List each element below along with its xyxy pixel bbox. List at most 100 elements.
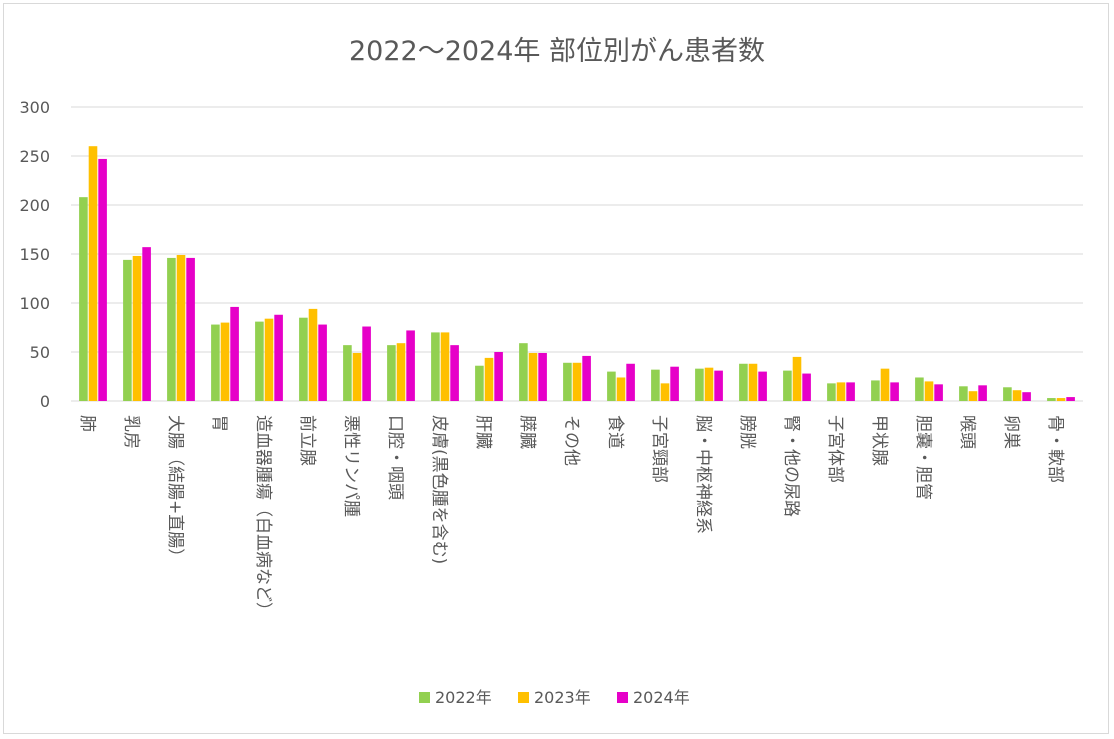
x-tick-label: 卵巣 bbox=[1001, 415, 1021, 449]
x-tick-label: 口腔・咽頭 bbox=[385, 415, 405, 500]
bar bbox=[186, 257, 195, 401]
bar bbox=[880, 368, 890, 401]
x-tick-label: 造血器腫瘍（白血病など） bbox=[253, 415, 273, 619]
bar bbox=[123, 259, 132, 401]
bar bbox=[695, 368, 704, 401]
x-tick-label: 骨・軟部 bbox=[1045, 415, 1065, 483]
bar bbox=[836, 382, 846, 401]
y-tick-label: 0 bbox=[40, 392, 50, 411]
bar bbox=[396, 343, 406, 401]
x-tick-label: 食道 bbox=[605, 415, 625, 449]
bar bbox=[572, 362, 582, 401]
bar bbox=[142, 247, 151, 401]
bar bbox=[220, 322, 230, 401]
bar bbox=[978, 385, 987, 401]
bar bbox=[783, 370, 792, 401]
bar bbox=[739, 363, 748, 401]
bar bbox=[616, 377, 626, 401]
x-tick-label: 乳房 bbox=[121, 415, 141, 449]
legend: 2022年 2023年 2024年 bbox=[419, 688, 690, 707]
x-tick-label: その他 bbox=[561, 415, 581, 466]
bar bbox=[88, 146, 98, 401]
legend-swatch bbox=[617, 692, 628, 703]
bar bbox=[959, 386, 968, 401]
gridlines bbox=[71, 106, 1083, 402]
bar bbox=[1022, 392, 1031, 401]
bar bbox=[211, 324, 220, 401]
bar bbox=[274, 314, 283, 401]
y-tick-label: 200 bbox=[19, 196, 50, 215]
bar bbox=[626, 363, 635, 401]
x-tick-label: 肺 bbox=[77, 415, 97, 432]
x-tick-label: 悪性リンパ腫 bbox=[341, 415, 361, 517]
bar bbox=[748, 363, 758, 401]
bar bbox=[98, 158, 107, 401]
bars bbox=[79, 146, 1075, 401]
x-tick-label: 腎・他の尿路 bbox=[781, 415, 801, 517]
bar bbox=[651, 369, 660, 401]
bar bbox=[431, 332, 440, 401]
bar bbox=[79, 197, 88, 401]
bar bbox=[264, 318, 274, 401]
bar bbox=[308, 308, 318, 401]
bar bbox=[1056, 398, 1066, 401]
bar bbox=[758, 371, 767, 401]
legend-label: 2022年 bbox=[435, 688, 492, 707]
bar bbox=[318, 324, 327, 401]
legend-label: 2024年 bbox=[633, 688, 690, 707]
x-tick-label: 子宮体部 bbox=[825, 415, 845, 483]
y-tick-label: 300 bbox=[19, 98, 50, 117]
x-tick-label: 喉頭 bbox=[957, 415, 977, 449]
x-tick-label: 脳・中枢神経系 bbox=[693, 415, 713, 534]
x-tick-label: 膵臓 bbox=[517, 415, 537, 449]
x-tick-label: 膀胱 bbox=[737, 415, 757, 449]
bar bbox=[660, 383, 670, 401]
bar bbox=[167, 257, 176, 401]
bar bbox=[352, 352, 362, 401]
x-tick-label: 甲状腺 bbox=[869, 415, 889, 466]
legend-label: 2023年 bbox=[534, 688, 591, 707]
bar bbox=[714, 370, 723, 401]
bar bbox=[484, 357, 494, 401]
bar bbox=[846, 382, 855, 401]
bar bbox=[255, 321, 264, 401]
bar bbox=[440, 332, 450, 401]
bar bbox=[450, 345, 459, 401]
bar bbox=[494, 352, 503, 401]
bar bbox=[406, 330, 415, 401]
bar bbox=[387, 345, 396, 401]
bar bbox=[176, 254, 186, 401]
bar bbox=[1012, 390, 1022, 401]
y-tick-label: 150 bbox=[19, 245, 50, 264]
x-tick-label: 皮膚(黒色腫を含む) bbox=[429, 415, 449, 564]
bar bbox=[890, 382, 899, 401]
bar bbox=[792, 356, 802, 401]
x-tick-label: 肝臓 bbox=[473, 415, 493, 449]
bar bbox=[343, 345, 352, 401]
bar bbox=[538, 352, 547, 401]
bar bbox=[519, 343, 528, 401]
legend-swatch bbox=[518, 692, 529, 703]
x-tick-label: 胆嚢・胆管 bbox=[913, 415, 933, 500]
bar bbox=[299, 317, 308, 401]
bar bbox=[968, 391, 978, 401]
x-axis: 肺 乳房 大腸（結腸+直腸） 胃 造血器腫瘍（白血病など） 前立腺 悪性リンパ腫 口腔・咽頭 皮… bbox=[77, 415, 1065, 619]
bar bbox=[924, 381, 934, 401]
y-tick-label: 50 bbox=[30, 343, 50, 362]
bar bbox=[827, 383, 836, 401]
bar bbox=[582, 355, 591, 401]
bar bbox=[528, 352, 538, 401]
x-tick-label: 胃 bbox=[209, 415, 229, 432]
bar bbox=[1066, 397, 1075, 401]
bar bbox=[362, 326, 371, 401]
bar bbox=[802, 373, 811, 401]
bar bbox=[704, 367, 714, 401]
y-tick-label: 100 bbox=[19, 294, 50, 313]
bar bbox=[475, 365, 484, 401]
x-tick-label: 前立腺 bbox=[297, 415, 317, 466]
bar bbox=[915, 377, 924, 401]
bar bbox=[563, 362, 572, 401]
y-axis: 0 50 100 150 200 250 300 bbox=[19, 98, 50, 411]
bar bbox=[607, 371, 616, 401]
